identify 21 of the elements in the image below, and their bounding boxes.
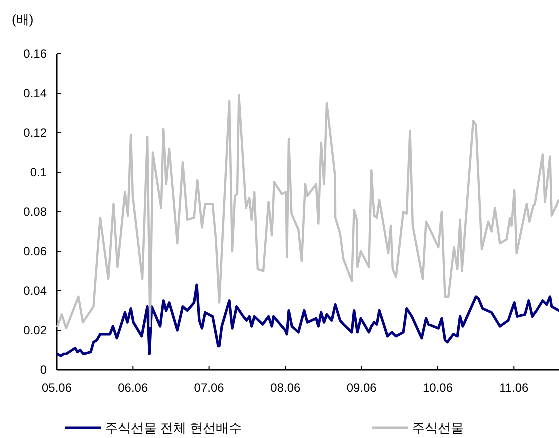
y-tick-label: 0 bbox=[40, 363, 48, 378]
y-tick-label: 0.06 bbox=[24, 244, 48, 259]
x-tick-label: 06.06 bbox=[118, 381, 148, 395]
x-tick-label: 07.06 bbox=[194, 381, 225, 395]
line-series bbox=[56, 284, 559, 358]
x-tick-label: 11.06 bbox=[500, 381, 530, 395]
y-tick-label: 0.16 bbox=[24, 47, 48, 62]
y-tick-label: 0.1 bbox=[30, 166, 48, 180]
y-tick-label: 0.08 bbox=[24, 205, 48, 220]
x-tick-label: 09.06 bbox=[346, 381, 378, 395]
line-series bbox=[56, 94, 559, 330]
x-tick-label: 05.06 bbox=[42, 381, 72, 395]
y-tick-label: 0.04 bbox=[24, 284, 48, 298]
legend-label: 주식선물 bbox=[412, 420, 464, 436]
y-axis-title: (배) bbox=[12, 12, 34, 27]
legend-label: 주식선물 전체 현선배수 bbox=[105, 420, 242, 436]
x-tick-label: 10.06 bbox=[422, 381, 454, 395]
y-tick-label: 0.02 bbox=[24, 324, 48, 338]
y-tick-label: 0.12 bbox=[24, 126, 48, 140]
y-tick-label: 0.14 bbox=[24, 86, 48, 101]
x-tick-label: 08.06 bbox=[270, 381, 302, 395]
